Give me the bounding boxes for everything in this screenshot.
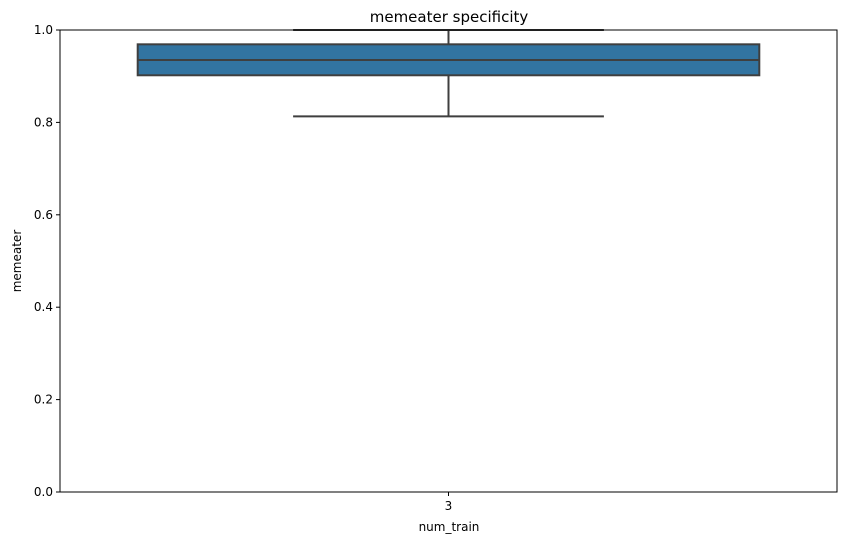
y-tick-label: 0.2	[34, 393, 53, 407]
box-3	[136, 29, 761, 118]
y-tick-label: 0.4	[34, 300, 53, 314]
chart-title: memeater specificity	[370, 8, 529, 26]
box-series	[136, 29, 761, 118]
x-tick-label: 3	[445, 499, 453, 513]
y-tick-label: 0.8	[34, 115, 53, 129]
x-axis-ticks: 3	[445, 492, 453, 513]
y-tick-label: 0.0	[34, 485, 53, 499]
y-axis-label: memeater	[10, 230, 24, 293]
x-axis-label: num_train	[419, 520, 480, 534]
plot-frame	[59, 29, 838, 493]
y-axis-ticks: 0.0 0.2 0.4 0.6 0.8 1.0	[34, 23, 60, 499]
y-tick-label: 1.0	[34, 23, 53, 37]
y-tick-label: 0.6	[34, 208, 53, 222]
